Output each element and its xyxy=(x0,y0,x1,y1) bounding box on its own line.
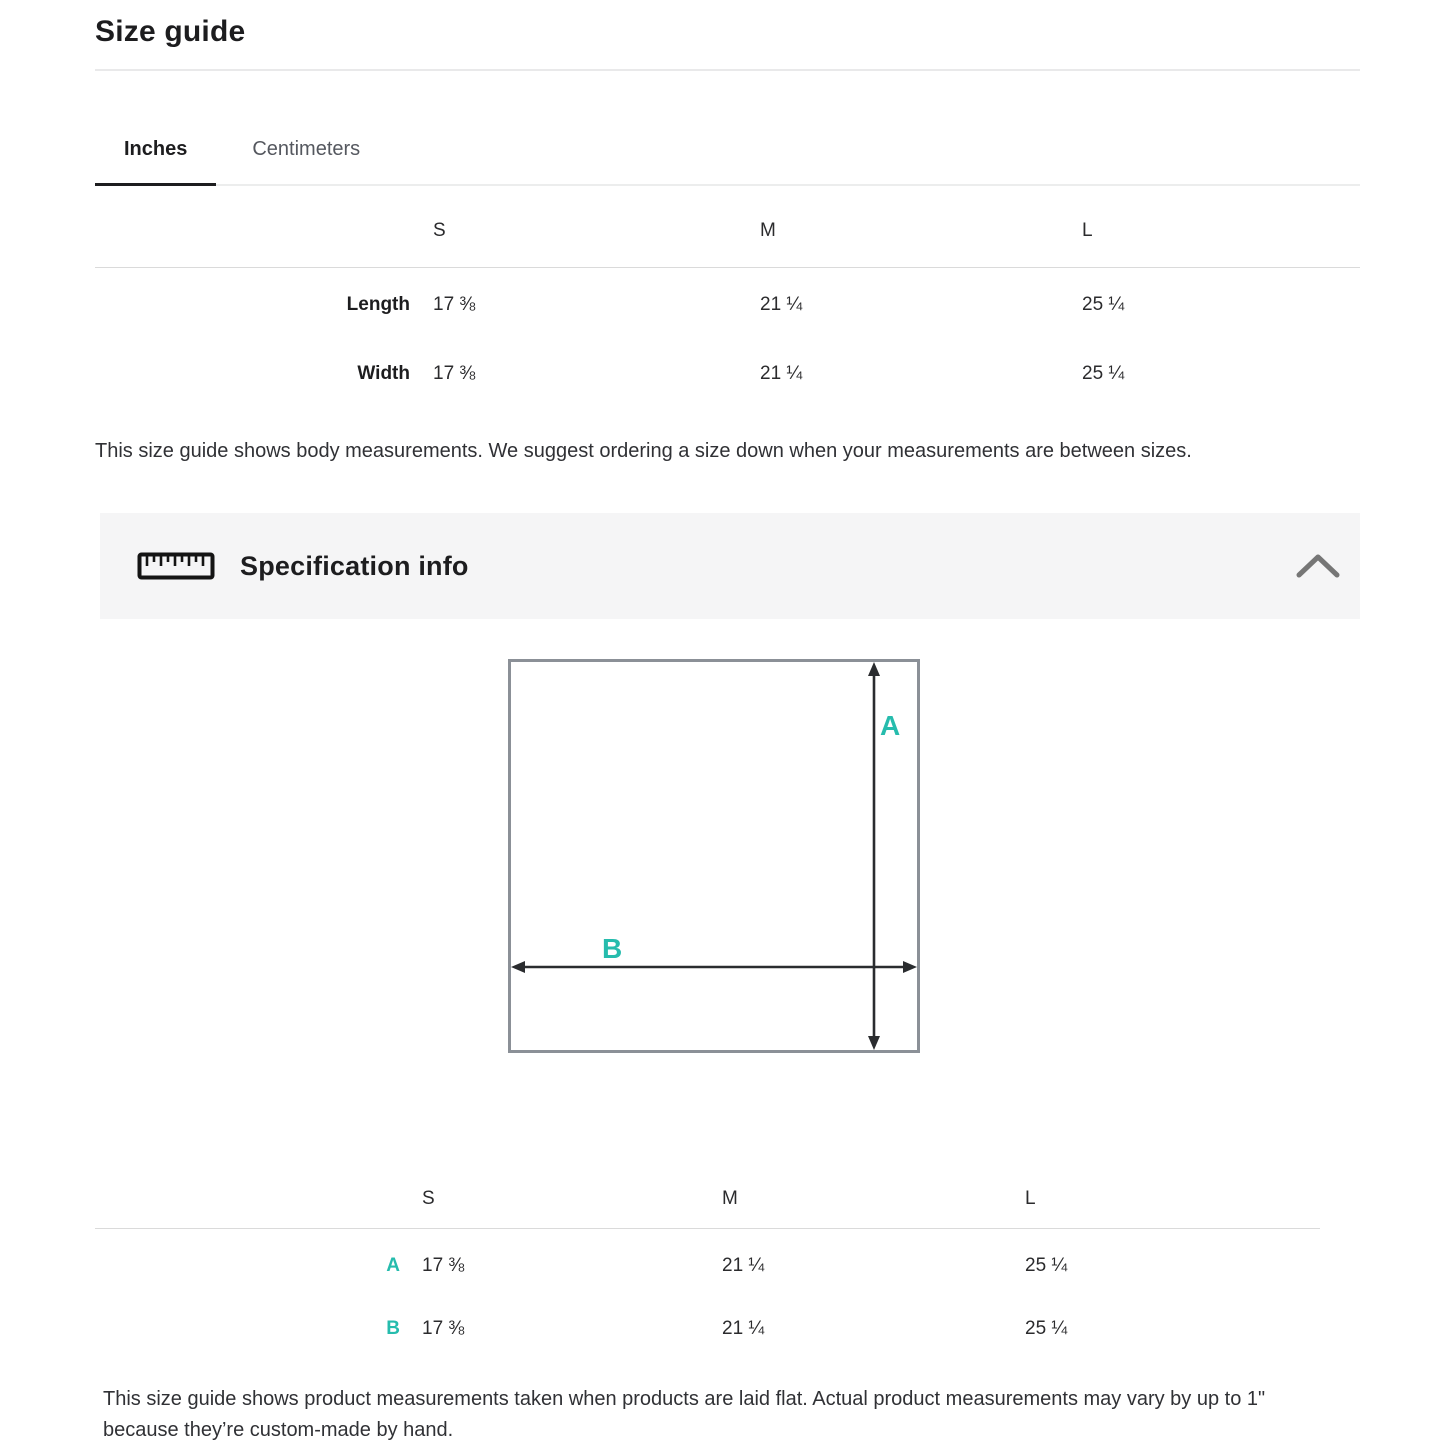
specification-info-title: Specification info xyxy=(240,550,469,581)
table-header-row: S M L xyxy=(95,186,1360,268)
vertical-arrow-a xyxy=(868,662,880,1050)
row-label-length: Length xyxy=(346,294,410,315)
length-l-value: 25 ¼ xyxy=(1082,294,1125,315)
product-measurement-diagram: A B xyxy=(508,659,920,1053)
horizontal-arrow-b xyxy=(511,961,917,973)
row-label-a: A xyxy=(386,1255,400,1276)
unit-tabs: Inches Centimeters xyxy=(95,116,1360,186)
body-measurements-table: S M L Length 17 ⅜ 21 ¼ 25 ¼ Width 17 ⅜ 2… xyxy=(95,186,1360,406)
column-header-m: M xyxy=(760,220,776,241)
b-m-value: 21 ¼ xyxy=(722,1318,765,1339)
empty-header-cell xyxy=(95,1169,422,1216)
product-measurements-table: S M L A 17 ⅜ 21 ¼ 25 ¼ B 17 ⅜ 21 ¼ 25 ¼ xyxy=(95,1157,1320,1355)
title-divider xyxy=(95,69,1360,71)
table-row-width: Width 17 ⅜ 21 ¼ 25 ¼ xyxy=(95,337,1360,406)
row-label-width: Width xyxy=(357,363,410,384)
table-row-length: Length 17 ⅜ 21 ¼ 25 ¼ xyxy=(95,268,1360,337)
length-s-value: 17 ⅜ xyxy=(433,294,476,315)
length-m-value: 21 ¼ xyxy=(760,294,803,315)
product-measurements-note: This size guide shows product measuremen… xyxy=(103,1388,1266,1441)
empty-header-cell xyxy=(95,198,433,255)
column-header-s: S xyxy=(422,1188,435,1209)
width-l-value: 25 ¼ xyxy=(1082,363,1125,384)
width-s-value: 17 ⅜ xyxy=(433,363,476,384)
garment-outline xyxy=(508,659,920,1053)
row-label-b: B xyxy=(386,1318,400,1339)
a-m-value: 21 ¼ xyxy=(722,1255,765,1276)
b-s-value: 17 ⅜ xyxy=(422,1318,465,1339)
table-row-b: B 17 ⅜ 21 ¼ 25 ¼ xyxy=(95,1292,1320,1355)
column-header-m: M xyxy=(722,1188,738,1209)
b-l-value: 25 ¼ xyxy=(1025,1318,1068,1339)
table-row-a: A 17 ⅜ 21 ¼ 25 ¼ xyxy=(95,1229,1320,1292)
diagram-label-b: B xyxy=(602,933,622,964)
column-header-l: L xyxy=(1025,1188,1036,1209)
chevron-up-icon[interactable] xyxy=(1290,547,1346,585)
specification-info-header[interactable]: Specification info xyxy=(100,513,1360,619)
width-m-value: 21 ¼ xyxy=(760,363,803,384)
column-header-s: S xyxy=(433,220,446,241)
a-s-value: 17 ⅜ xyxy=(422,1255,465,1276)
a-l-value: 25 ¼ xyxy=(1025,1255,1068,1276)
diagram-label-a: A xyxy=(880,710,900,741)
tab-inches[interactable]: Inches xyxy=(95,116,217,186)
tab-centimeters-label: Centimeters xyxy=(252,138,361,160)
tab-inches-label: Inches xyxy=(124,138,188,160)
column-header-l: L xyxy=(1082,220,1093,241)
ruler-icon xyxy=(137,552,215,580)
page-title: Size guide xyxy=(95,15,246,48)
tab-centimeters[interactable]: Centimeters xyxy=(216,116,396,186)
size-guide-panel: Size guide Inches Centimeters S M L Leng… xyxy=(95,0,1360,1445)
body-measurements-note: This size guide shows body measurements.… xyxy=(95,440,1192,462)
table-header-row: S M L xyxy=(95,1157,1320,1229)
